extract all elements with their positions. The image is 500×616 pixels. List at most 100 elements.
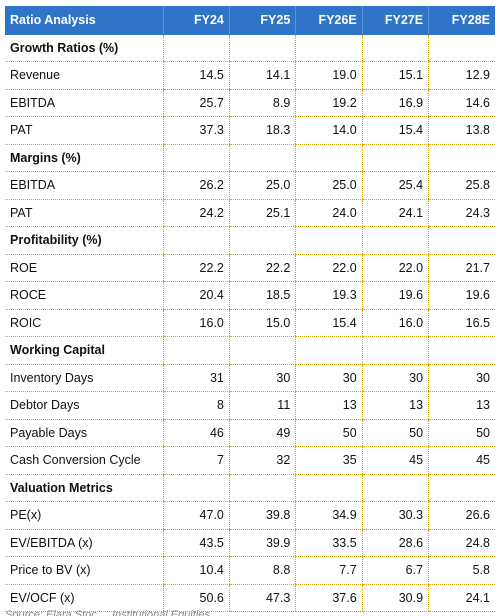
section-empty-cell xyxy=(295,144,363,172)
table-row: EV/OCF (x) 50.6 47.3 37.6 30.9 24.1 xyxy=(5,584,495,612)
value-cell: 22.0 xyxy=(295,254,363,282)
row-label: ROIC xyxy=(5,309,163,337)
table-body: Growth Ratios (%) Revenue 14.5 14.1 19.0 15.1… xyxy=(5,34,495,612)
section-empty-cell xyxy=(228,336,296,365)
value-cell: 35 xyxy=(295,446,363,475)
value-cell: 11 xyxy=(228,391,296,420)
value-cell: 24.2 xyxy=(162,199,230,227)
value-cell: 24.1 xyxy=(428,584,495,612)
value-cell: 5.8 xyxy=(428,556,495,585)
section-empty-cell xyxy=(361,34,429,62)
table-row: Cash Conversion Cycle 7 32 35 45 45 xyxy=(5,446,495,475)
value-cell: 49 xyxy=(228,419,296,447)
table-row: ROIC 16.0 15.0 15.4 16.0 16.5 xyxy=(5,309,495,337)
section-empty-cell xyxy=(361,474,429,502)
section-empty-cell xyxy=(295,336,363,365)
table-header: Ratio Analysis FY24 FY25 FY26E FY27E FY2… xyxy=(5,6,495,35)
value-cell: 16.0 xyxy=(162,309,230,337)
value-cell: 7 xyxy=(162,446,230,475)
value-cell: 50 xyxy=(361,419,429,447)
section-empty-cell xyxy=(428,474,495,502)
value-cell: 22.0 xyxy=(361,254,429,282)
section-empty-cell xyxy=(162,474,230,502)
value-cell: 19.6 xyxy=(428,281,495,310)
value-cell: 37.3 xyxy=(162,116,230,145)
value-cell: 28.6 xyxy=(361,529,429,557)
row-label: PE(x) xyxy=(5,501,163,530)
value-cell: 31 xyxy=(162,364,230,392)
row-label: Price to BV (x) xyxy=(5,556,163,585)
value-cell: 14.1 xyxy=(228,61,296,90)
header-row: Ratio Analysis FY24 FY25 FY26E FY27E FY2… xyxy=(5,6,495,35)
value-cell: 15.4 xyxy=(361,116,429,145)
value-cell: 22.2 xyxy=(162,254,230,282)
value-cell: 25.8 xyxy=(428,171,495,200)
row-label: EV/EBITDA (x) xyxy=(5,529,163,557)
table-row: PE(x) 47.0 39.8 34.9 30.3 26.6 xyxy=(5,501,495,530)
section-empty-cell xyxy=(361,336,429,365)
value-cell: 8.9 xyxy=(228,89,296,117)
value-cell: 21.7 xyxy=(428,254,495,282)
header-fy24: FY24 xyxy=(162,6,230,35)
value-cell: 46 xyxy=(162,419,230,447)
section-label: Margins (%) xyxy=(5,144,163,172)
section-empty-cell xyxy=(162,34,230,62)
ratio-analysis-panel: Ratio Analysis FY24 FY25 FY26E FY27E FY2… xyxy=(5,6,495,612)
section-row: Profitability (%) xyxy=(5,226,495,255)
value-cell: 24.1 xyxy=(361,199,429,227)
value-cell: 16.0 xyxy=(361,309,429,337)
value-cell: 13 xyxy=(361,391,429,420)
value-cell: 19.3 xyxy=(295,281,363,310)
value-cell: 13 xyxy=(428,391,495,420)
section-row: Working Capital xyxy=(5,336,495,365)
value-cell: 50 xyxy=(295,419,363,447)
section-empty-cell xyxy=(428,226,495,255)
value-cell: 25.0 xyxy=(295,171,363,200)
section-empty-cell xyxy=(428,34,495,62)
value-cell: 30 xyxy=(295,364,363,392)
value-cell: 24.3 xyxy=(428,199,495,227)
table-row: EBITDA 25.7 8.9 19.2 16.9 14.6 xyxy=(5,89,495,117)
row-label: EV/OCF (x) xyxy=(5,584,163,612)
value-cell: 39.9 xyxy=(228,529,296,557)
value-cell: 32 xyxy=(228,446,296,475)
table-row: PAT 37.3 18.3 14.0 15.4 13.8 xyxy=(5,116,495,145)
table-row: Payable Days 46 49 50 50 50 xyxy=(5,419,495,447)
section-label: Working Capital xyxy=(5,336,163,365)
section-empty-cell xyxy=(295,474,363,502)
value-cell: 24.8 xyxy=(428,529,495,557)
section-empty-cell xyxy=(361,226,429,255)
value-cell: 25.4 xyxy=(361,171,429,200)
value-cell: 25.1 xyxy=(228,199,296,227)
value-cell: 25.7 xyxy=(162,89,230,117)
row-label: PAT xyxy=(5,116,163,145)
header-fy26e: FY26E xyxy=(295,6,363,35)
section-empty-cell xyxy=(361,144,429,172)
value-cell: 19.2 xyxy=(295,89,363,117)
value-cell: 10.4 xyxy=(162,556,230,585)
row-label: Inventory Days xyxy=(5,364,163,392)
section-row: Growth Ratios (%) xyxy=(5,34,495,62)
value-cell: 15.0 xyxy=(228,309,296,337)
table-row: EBITDA 26.2 25.0 25.0 25.4 25.8 xyxy=(5,171,495,200)
header-title: Ratio Analysis xyxy=(5,6,163,35)
value-cell: 30 xyxy=(361,364,429,392)
table-row: ROE 22.2 22.2 22.0 22.0 21.7 xyxy=(5,254,495,282)
value-cell: 14.5 xyxy=(162,61,230,90)
row-label: PAT xyxy=(5,199,163,227)
value-cell: 30.9 xyxy=(361,584,429,612)
row-label: Cash Conversion Cycle xyxy=(5,446,163,475)
row-label: EBITDA xyxy=(5,171,163,200)
section-empty-cell xyxy=(162,226,230,255)
value-cell: 7.7 xyxy=(295,556,363,585)
value-cell: 47.3 xyxy=(228,584,296,612)
ratio-analysis-table: Ratio Analysis FY24 FY25 FY26E FY27E FY2… xyxy=(5,6,495,612)
value-cell: 34.9 xyxy=(295,501,363,530)
section-empty-cell xyxy=(428,336,495,365)
value-cell: 14.0 xyxy=(295,116,363,145)
value-cell: 19.0 xyxy=(295,61,363,90)
value-cell: 8 xyxy=(162,391,230,420)
row-label: Payable Days xyxy=(5,419,163,447)
value-cell: 30 xyxy=(428,364,495,392)
value-cell: 37.6 xyxy=(295,584,363,612)
